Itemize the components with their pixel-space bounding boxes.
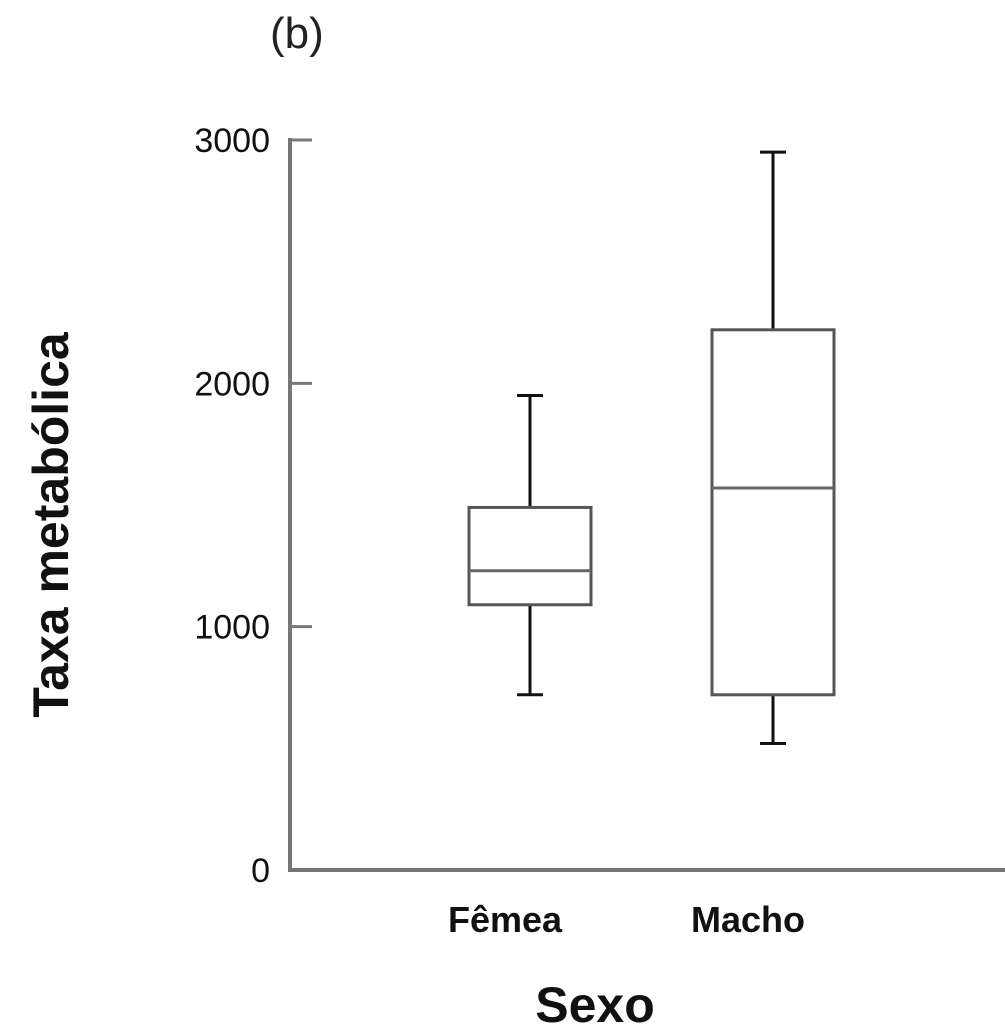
category-label: Fêmea — [448, 899, 563, 940]
boxes — [467, 150, 836, 745]
y-tick-label: 2000 — [194, 365, 270, 403]
category-labels: Fêmea Macho — [448, 899, 805, 940]
box-iqr — [467, 505, 593, 607]
box-femea — [467, 394, 593, 697]
y-tick-label: 1000 — [194, 609, 270, 647]
y-tick-label: 3000 — [194, 122, 270, 160]
y-ticks: 0 1000 2000 3000 — [194, 122, 312, 890]
panel-label: (b) — [270, 9, 324, 58]
y-tick-label: 0 — [251, 852, 270, 890]
category-label: Macho — [691, 899, 805, 940]
x-axis-title: Sexo — [535, 977, 655, 1033]
box-iqr — [710, 328, 836, 697]
y-axis-title: Taxa metabólica — [23, 331, 79, 718]
box-macho — [710, 150, 836, 745]
